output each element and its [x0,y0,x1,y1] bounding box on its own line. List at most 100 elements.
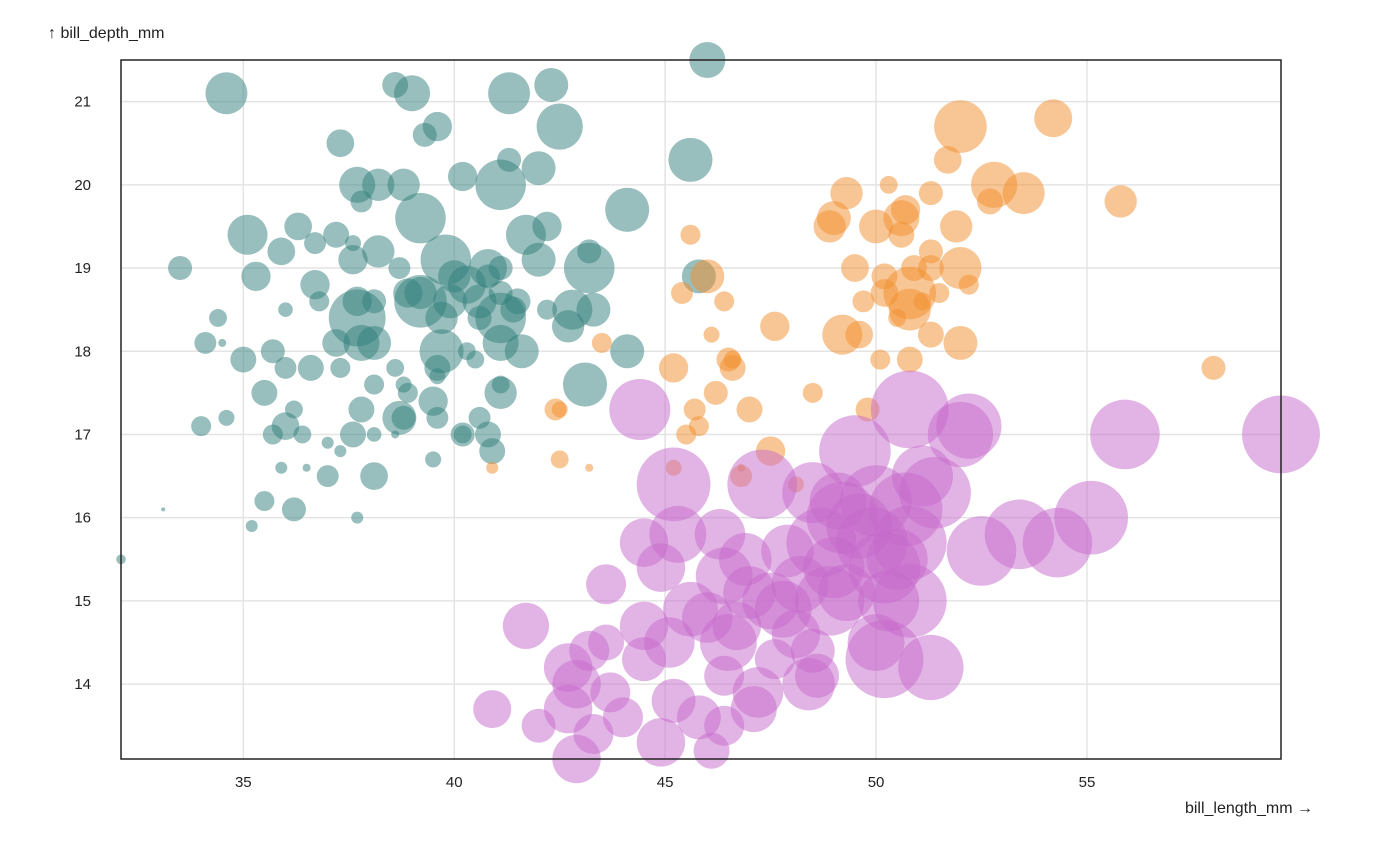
point-adelie [536,103,583,150]
x-tick-label: 40 [446,774,463,791]
point-adelie [338,245,368,275]
point-adelie [497,147,522,172]
point-chinstrap [486,461,499,474]
x-axis-label: bill_length_mm → [1185,800,1313,817]
point-chinstrap [703,326,720,343]
point-chinstrap [929,282,950,304]
point-adelie [218,338,227,347]
point-gentoo [899,456,971,529]
point-chinstrap [879,175,898,194]
point-adelie [426,406,449,429]
point-adelie [285,400,303,419]
y-tick-label: 15 [74,593,91,610]
point-adelie [297,354,324,381]
point-adelie [251,379,278,406]
point-chinstrap [585,463,594,472]
y-axis-ticks: 14 15 16 17 18 19 20 21 [74,94,91,693]
point-adelie [422,111,453,142]
point-gentoo [761,524,814,578]
point-adelie [610,334,645,369]
point-chinstrap [723,350,742,369]
point-adelie [394,75,431,112]
y-tick-label: 21 [74,94,91,111]
point-adelie [218,409,235,426]
point-adelie [260,339,285,364]
point-adelie [316,465,339,488]
point-adelie [382,400,417,435]
point-adelie [194,331,217,354]
point-gentoo [1054,480,1129,555]
point-adelie [241,261,271,292]
point-chinstrap [816,201,851,236]
point-adelie [281,497,306,522]
point-adelie [351,511,364,524]
point-chinstrap [845,320,874,349]
point-chinstrap [703,380,728,405]
y-tick-label: 20 [74,177,91,194]
point-gentoo [609,378,671,441]
point-chinstrap [896,346,923,373]
point-adelie [362,289,387,314]
point-adelie [330,357,351,378]
point-adelie [271,412,300,440]
point-adelie [488,72,531,115]
point-adelie [521,151,556,186]
point-adelie [532,211,562,242]
point-gentoo [727,449,797,520]
point-adelie [521,242,556,277]
point-gentoo [809,472,867,530]
point-adelie [562,362,608,407]
point-adelie [227,214,268,255]
point-gentoo [712,601,762,651]
point-gentoo [569,630,610,671]
point-gentoo [732,667,784,718]
point-adelie [504,288,531,315]
point-chinstrap [940,210,973,243]
point-adelie [254,491,275,512]
y-tick-label: 17 [74,426,91,443]
point-gentoo [1090,399,1160,470]
point-chinstrap [551,401,568,418]
point-adelie [360,462,388,490]
point-chinstrap [658,353,689,383]
point-chinstrap [1104,185,1137,218]
point-chinstrap [736,396,763,423]
point-gentoo [866,528,928,590]
point-adelie [475,159,526,211]
point-chinstrap [802,382,823,403]
point-chinstrap [890,195,921,225]
point-adelie [334,445,347,458]
point-adelie [563,242,615,294]
point-chinstrap [917,321,944,348]
point-chinstrap [683,398,706,421]
y-tick-label: 18 [74,343,91,360]
point-adelie [366,427,382,442]
point-gentoo [602,697,643,738]
data-points [116,41,1320,784]
point-chinstrap [1201,355,1226,380]
point-chinstrap [1002,172,1045,215]
point-gentoo [794,653,840,698]
point-chinstrap [550,450,569,469]
point-adelie [326,129,355,158]
point-chinstrap [680,224,701,245]
point-chinstrap [688,416,709,437]
point-adelie [419,329,464,374]
point-chinstrap [671,282,693,304]
point-adelie [386,358,405,377]
point-adelie [534,67,569,102]
point-adelie [425,451,442,468]
y-tick-label: 14 [74,676,91,693]
point-adelie [321,436,334,449]
point-chinstrap [690,259,725,294]
point-adelie [168,256,193,281]
point-adelie [387,168,420,201]
point-adelie [484,376,517,410]
point-chinstrap [943,325,978,360]
point-chinstrap [958,274,979,295]
point-adelie [304,232,326,255]
point-adelie [348,396,375,423]
point-adelie [161,507,166,512]
point-adelie [395,192,446,244]
